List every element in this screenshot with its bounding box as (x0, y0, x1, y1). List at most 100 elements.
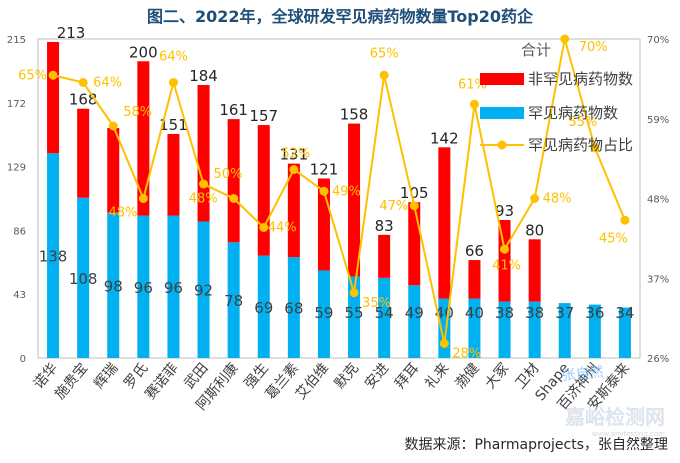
bar-rare-label: 55 (345, 304, 364, 322)
ratio-point (319, 186, 329, 196)
ratio-point (590, 143, 600, 153)
bar-rare (558, 303, 571, 358)
bar-rare (588, 304, 601, 358)
bar-nonrare (438, 147, 451, 299)
bar-rare (137, 215, 150, 358)
ratio-label: 65% (370, 46, 399, 61)
bar-total-label: 157 (249, 107, 278, 125)
ratio-label: 58% (123, 105, 152, 120)
bar-nonrare (468, 260, 481, 299)
ratio-label: 28% (452, 347, 481, 362)
bar-rare (257, 255, 270, 358)
left-axis-tick: 43 (13, 290, 26, 301)
left-axis-tick: 0 (20, 354, 26, 365)
ratio-point (199, 179, 209, 189)
ratio-point (620, 215, 630, 225)
ratio-label: 49% (332, 184, 361, 199)
right-axis-tick: 37% (647, 274, 669, 285)
bar-rare (167, 215, 180, 358)
ratio-label: 61% (458, 77, 487, 92)
bar-rare-label: 108 (69, 270, 98, 288)
bar-nonrare (137, 61, 150, 216)
ratio-label: 35% (362, 296, 391, 311)
plot-area (37, 38, 641, 359)
bar-rare (408, 285, 421, 358)
ratio-point (560, 34, 570, 44)
ratio-label: 48% (189, 192, 218, 207)
ratio-label: 70% (579, 40, 608, 55)
signature: 张自然 (561, 363, 604, 384)
bar-rare (348, 276, 361, 358)
legend-title: 合计 (521, 41, 551, 59)
ratio-label: 65% (18, 68, 47, 83)
ratio-point (78, 78, 88, 87)
ratio-point (349, 288, 359, 298)
ratio-point (289, 165, 299, 174)
bar-nonrare (408, 202, 421, 286)
bar-nonrare (378, 234, 391, 278)
legend-swatch-rare (480, 107, 524, 119)
category-label: 辉瑞 (91, 360, 121, 392)
ratio-point (469, 99, 479, 109)
bar-rare (227, 242, 240, 358)
legend-label-rare: 罕见病药物数 (528, 104, 618, 122)
bar-rare-label: 38 (525, 304, 544, 322)
right-axis-tick: 26% (647, 354, 669, 365)
bar-nonrare (227, 119, 240, 243)
ratio-point (530, 194, 540, 203)
bar-rare-label: 49 (405, 304, 424, 322)
legend-swatch-nonrare (480, 73, 524, 85)
bar-total-label: 142 (430, 129, 459, 147)
bar-rare (378, 277, 391, 358)
ratio-point (379, 70, 389, 80)
right-axis-tick: 48% (647, 195, 669, 206)
bar-nonrare (498, 220, 511, 302)
ratio-label: 52% (281, 147, 310, 162)
bar-nonrare (167, 133, 180, 216)
bar-total-label: 105 (400, 184, 429, 202)
ratio-point (48, 70, 58, 80)
category-label: 默克 (332, 360, 362, 392)
left-axis-tick: 129 (7, 163, 26, 174)
ratio-label: 44% (268, 221, 297, 236)
watermark: 嘉峪检测网 (564, 405, 665, 429)
bar-total-label: 151 (159, 116, 188, 134)
left-axis-tick: 86 (13, 226, 26, 237)
right-axis-tick: 70% (647, 35, 669, 46)
bar-rare-label: 37 (555, 304, 574, 322)
bar-rare-label: 59 (314, 304, 333, 322)
bar-rare-label: 92 (194, 282, 213, 300)
bar-total-label: 93 (495, 202, 514, 220)
ratio-line (52, 38, 626, 344)
bar-total-label: 131 (280, 146, 309, 164)
bar-total-label: 184 (189, 67, 218, 85)
bar-total-label: 213 (57, 24, 86, 42)
category-label: 施贵宝 (52, 360, 91, 402)
ratio-label: 48% (543, 192, 572, 207)
bar-rare-label: 36 (585, 304, 604, 322)
left-axis-tick: 215 (7, 35, 26, 46)
bar-total-label: 66 (465, 242, 484, 260)
bar-rare (498, 301, 511, 358)
ratio-point (500, 244, 510, 254)
bar-rare (107, 212, 120, 358)
bar-rare-label: 40 (465, 304, 484, 322)
bar-rare (468, 298, 481, 358)
ratio-point (229, 194, 239, 203)
bar-total-label: 200 (129, 43, 158, 61)
bar-nonrare (287, 163, 300, 258)
bar-nonrare (77, 108, 90, 198)
ratio-label: 50% (214, 167, 243, 182)
bar-rare-label: 38 (495, 304, 514, 322)
ratio-label: 55% (568, 115, 597, 130)
right-axis-tick: 59% (647, 115, 669, 126)
legend-label-nonrare: 非罕见病药物数 (528, 70, 633, 88)
ratio-point (138, 194, 148, 203)
ratio-point (108, 121, 118, 131)
category-label: 大冢 (482, 360, 512, 392)
bar-total-label: 80 (525, 221, 544, 239)
bar-rare (47, 153, 60, 358)
bar-rare (197, 221, 210, 358)
bar-nonrare (348, 123, 361, 277)
